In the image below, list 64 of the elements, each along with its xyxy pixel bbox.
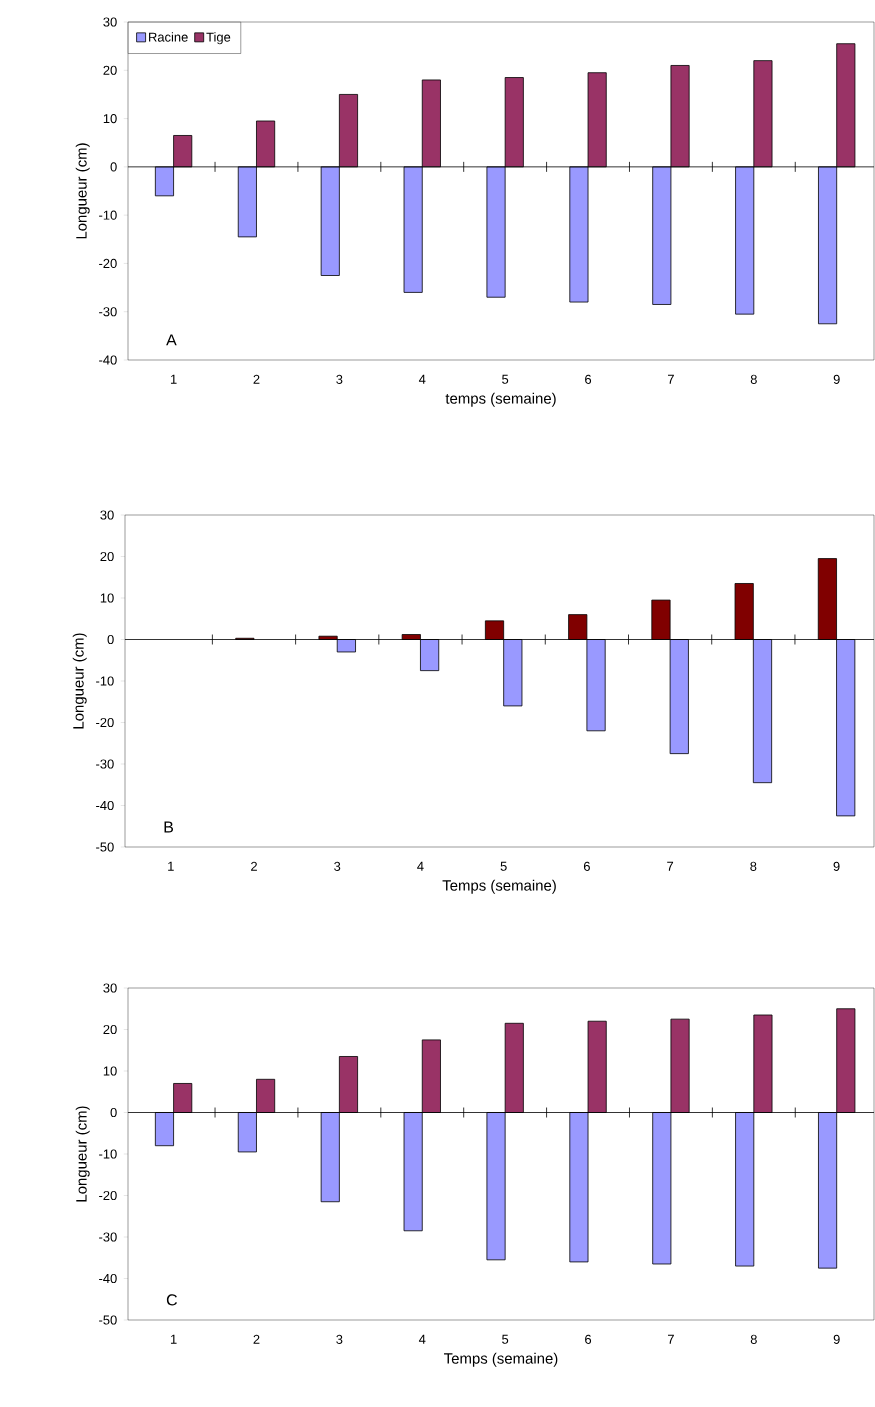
y-tick-label: 30 — [103, 17, 117, 27]
legend-label: Racine — [149, 32, 188, 42]
x-tick-label: 1 — [170, 374, 177, 384]
x-tick-label: 9 — [833, 1334, 840, 1344]
x-tick-label: 4 — [417, 861, 424, 871]
y-tick-label: 10 — [100, 593, 114, 603]
y-tick-label: -20 — [96, 717, 114, 728]
x-axis-title: Temps (semaine) — [444, 1352, 558, 1367]
x-tick-label: 4 — [418, 1334, 426, 1344]
x-tick-label: 3 — [336, 374, 343, 384]
x-tick-label: 7 — [667, 374, 674, 384]
x-tick-label: 7 — [667, 1334, 674, 1344]
y-tick-label: -40 — [96, 800, 114, 811]
x-tick-label: 1 — [168, 861, 174, 871]
y-tick-label: -40 — [99, 1273, 117, 1284]
y-tick-label: 10 — [103, 1066, 117, 1076]
x-tick-label: 8 — [750, 861, 757, 871]
y-tick-label: -50 — [96, 842, 114, 852]
x-tick-label: 2 — [251, 861, 257, 871]
y-tick-label: -40 — [99, 355, 117, 365]
y-tick-label: -50 — [99, 1315, 117, 1325]
y-tick-label: 0 — [107, 634, 114, 645]
y-tick-label: -10 — [99, 1149, 117, 1159]
x-tick-label: 9 — [833, 861, 840, 871]
x-tick-label: 5 — [502, 374, 509, 384]
x-tick-label: 5 — [502, 1334, 509, 1344]
x-tick-label: 6 — [583, 861, 590, 871]
annotation: A — [166, 334, 177, 346]
x-axis-title: temps (semaine) — [445, 392, 556, 407]
y-tick-label: -10 — [96, 676, 114, 686]
y-tick-label: -30 — [99, 307, 117, 317]
x-tick-label: 2 — [253, 374, 260, 384]
x-tick-label: 9 — [833, 374, 840, 384]
y-tick-label: 0 — [110, 162, 117, 172]
y-tick-label: -20 — [99, 1190, 117, 1201]
x-tick-label: 5 — [500, 861, 507, 871]
y-tick-label: -30 — [99, 1232, 117, 1242]
x-tick-label: 7 — [667, 861, 674, 871]
x-tick-label: 3 — [336, 1334, 343, 1344]
x-tick-label: 8 — [750, 374, 757, 384]
x-tick-label: 8 — [750, 1334, 757, 1344]
y-tick-label: 20 — [100, 551, 114, 562]
x-tick-label: 6 — [585, 1334, 592, 1344]
y-tick-label: 20 — [103, 1024, 117, 1035]
y-tick-label: 10 — [103, 113, 117, 124]
y-axis-title: Longueur (cm) — [75, 143, 90, 239]
annotation: C — [166, 1294, 177, 1306]
x-axis-title: Temps (semaine) — [442, 879, 556, 894]
y-tick-label: 30 — [103, 983, 117, 993]
y-axis-title: Longueur (cm) — [72, 633, 87, 729]
x-tick-label: 1 — [170, 1334, 177, 1344]
x-tick-label: 6 — [585, 374, 592, 384]
legend-label: Tige — [206, 32, 231, 45]
x-tick-label: 3 — [334, 861, 341, 871]
y-tick-label: 20 — [103, 65, 117, 75]
annotation: B — [164, 821, 174, 833]
y-tick-label: -10 — [99, 210, 117, 220]
x-tick-label: 4 — [418, 374, 426, 384]
y-tick-label: -30 — [96, 759, 114, 769]
y-tick-label: 0 — [110, 1107, 117, 1118]
y-tick-label: 30 — [100, 510, 114, 520]
x-tick-label: 2 — [253, 1334, 260, 1344]
y-axis-title: Longueur (cm) — [75, 1106, 90, 1202]
y-tick-label: -20 — [99, 258, 117, 269]
